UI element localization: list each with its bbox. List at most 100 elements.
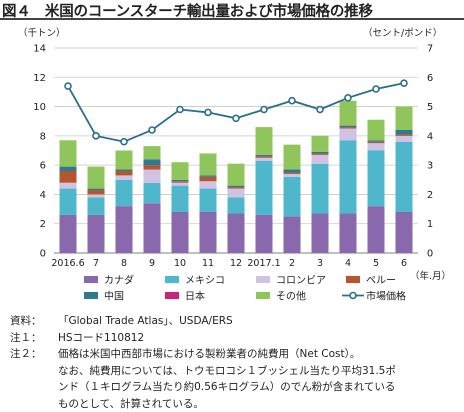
bar-3-3 bbox=[116, 175, 133, 179]
bar-4-9 bbox=[284, 172, 301, 173]
bar-4-6 bbox=[200, 177, 217, 181]
bar-2-10 bbox=[312, 164, 329, 214]
y2-tick-label: 2 bbox=[427, 190, 433, 201]
legend-swatch-2 bbox=[165, 276, 179, 283]
bar-2-2 bbox=[88, 197, 105, 215]
price-point-3 bbox=[121, 139, 127, 145]
y2-tick-label: 4 bbox=[427, 131, 433, 142]
bar-4-4 bbox=[144, 165, 161, 169]
bar-3-1 bbox=[60, 183, 77, 189]
bar-4-11 bbox=[340, 127, 357, 128]
bar-1-12 bbox=[368, 206, 385, 253]
bar-3-9 bbox=[284, 174, 301, 177]
price-point-11 bbox=[345, 95, 351, 101]
bar-2-7 bbox=[228, 197, 245, 213]
x-tick-label: 8 bbox=[121, 258, 127, 269]
bar-4-3 bbox=[116, 171, 133, 175]
bar-5-10 bbox=[312, 152, 329, 153]
bar-1-8 bbox=[256, 215, 273, 253]
bar-4-7 bbox=[228, 187, 245, 188]
bar-1-9 bbox=[284, 216, 301, 253]
legend-label-6: 日本 bbox=[185, 290, 205, 303]
legend-swatch-1 bbox=[84, 276, 98, 283]
bar-2-5 bbox=[172, 186, 189, 212]
bar-1-5 bbox=[172, 212, 189, 253]
legend-swatch-5 bbox=[84, 292, 98, 299]
price-point-8 bbox=[261, 107, 267, 113]
x-tick-label: 5 bbox=[373, 258, 379, 269]
price-point-1 bbox=[65, 83, 71, 89]
bar-2-8 bbox=[256, 161, 273, 215]
note-source: 資料： 「Global Trade Atlas」、USDA/ERS bbox=[10, 313, 396, 330]
bar-2-9 bbox=[284, 177, 301, 217]
bar-2-6 bbox=[200, 189, 217, 212]
bar-3-13 bbox=[396, 136, 413, 142]
note-1-key: 注１： bbox=[10, 330, 58, 347]
note-1: 注１： HSコード110812 bbox=[10, 330, 396, 347]
bar-7-2 bbox=[88, 167, 105, 189]
bar-3-7 bbox=[228, 189, 245, 198]
note-2: 注２： 価格は米国中西部市場における製粉業者の純費用（Net Cost）。 bbox=[10, 346, 396, 363]
bar-1-1 bbox=[60, 215, 77, 253]
price-point-10 bbox=[317, 107, 323, 113]
bar-2-12 bbox=[368, 151, 385, 207]
bar-1-4 bbox=[144, 203, 161, 253]
bar-5-12 bbox=[368, 140, 385, 141]
bar-4-10 bbox=[312, 153, 329, 154]
y-tick-label: 2 bbox=[40, 219, 46, 230]
x-tick-label: 7 bbox=[93, 258, 99, 269]
price-point-12 bbox=[373, 86, 379, 92]
bar-2-3 bbox=[116, 180, 133, 206]
bar-5-11 bbox=[340, 126, 357, 127]
bar-7-9 bbox=[284, 145, 301, 170]
legend-label-4: ペルー bbox=[366, 276, 396, 287]
y2-tick-label: 5 bbox=[427, 102, 433, 113]
price-point-5 bbox=[177, 107, 183, 113]
bar-1-3 bbox=[116, 206, 133, 253]
bar-1-2 bbox=[88, 215, 105, 253]
bar-7-7 bbox=[228, 164, 245, 186]
x-tick-label: 6 bbox=[401, 258, 407, 269]
bar-3-12 bbox=[368, 143, 385, 150]
bar-1-7 bbox=[228, 213, 245, 253]
bar-1-6 bbox=[200, 212, 217, 253]
legend-swatch-4 bbox=[346, 276, 360, 283]
bar-7-3 bbox=[116, 151, 133, 170]
note-2-key: 注２： bbox=[10, 346, 58, 363]
bar-7-8 bbox=[256, 127, 273, 155]
bar-7-11 bbox=[340, 101, 357, 126]
bar-7-5 bbox=[172, 162, 189, 180]
bar-3-5 bbox=[172, 183, 189, 186]
bar-7-1 bbox=[60, 140, 77, 166]
legend-label-8: 市場価格 bbox=[366, 290, 406, 303]
bar-7-12 bbox=[368, 120, 385, 141]
price-point-2 bbox=[93, 133, 99, 139]
bar-4-8 bbox=[256, 156, 273, 157]
y2-tick-label: 1 bbox=[427, 219, 433, 230]
bar-7-10 bbox=[312, 136, 329, 152]
y-tick-label: 12 bbox=[33, 73, 46, 84]
y-tick-label: 14 bbox=[33, 44, 46, 55]
notes: 資料： 「Global Trade Atlas」、USDA/ERS 注１： HS… bbox=[10, 313, 396, 412]
bar-2-4 bbox=[144, 183, 161, 204]
bar-7-13 bbox=[396, 107, 413, 130]
legend-label-1: カナダ bbox=[104, 274, 134, 287]
bar-2-1 bbox=[60, 189, 77, 215]
price-point-4 bbox=[149, 127, 155, 133]
bar-4-12 bbox=[368, 142, 385, 143]
bar-3-11 bbox=[340, 129, 357, 141]
note-source-key: 資料： bbox=[10, 313, 58, 330]
bar-3-10 bbox=[312, 155, 329, 164]
x-tick-label: 12 bbox=[230, 258, 242, 269]
legend-label-2: メキシコ bbox=[185, 276, 225, 287]
price-point-6 bbox=[205, 109, 211, 115]
bar-2-13 bbox=[396, 142, 413, 212]
bar-7-4 bbox=[144, 146, 161, 159]
bar-5-4 bbox=[144, 159, 161, 165]
bar-5-13 bbox=[396, 130, 413, 134]
bar-7-6 bbox=[200, 153, 217, 175]
bar-3-6 bbox=[200, 181, 217, 188]
note-source-text: 「Global Trade Atlas」、USDA/ERS bbox=[58, 313, 233, 330]
y2-tick-label: 7 bbox=[427, 44, 433, 55]
legend-label-3: コロンビア bbox=[276, 275, 326, 287]
